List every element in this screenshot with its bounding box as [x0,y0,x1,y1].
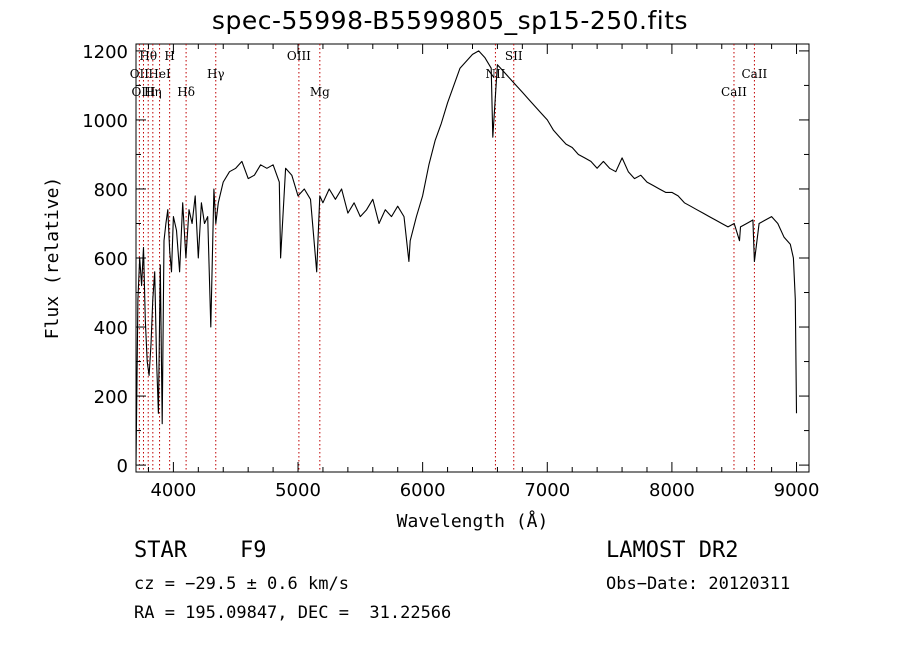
spectral-line-label: Hη [144,85,162,99]
y-tick-label: 800 [94,180,128,201]
spectral-line-label: CaII [741,67,767,81]
spectral-line-label: OIII [131,85,155,99]
spectral-line-label: H [164,49,174,63]
spectral-line-label: Mg [310,85,330,99]
spectral-line-label: OIII [287,49,311,63]
spectral-line-label: Hδ [177,85,195,99]
spectral-line-label: HeI [148,67,171,81]
y-axis-label: Flux (relative) [42,177,63,340]
x-tick-label: 7000 [524,480,570,501]
spectral-line-label: OII [130,67,150,81]
x-tick-label: 9000 [774,480,820,501]
spectral-line-label: CaII [721,85,747,99]
x-tick-label: 5000 [275,480,321,501]
plot-frame [135,43,810,473]
object-type: STAR [134,538,187,563]
x-tick-label: 8000 [649,480,695,501]
y-tick-label: 1000 [82,111,128,132]
survey-name: LAMOST DR2 [606,538,739,563]
coordinates: RA = 195.09847, DEC = 31.22566 [134,603,452,623]
spectrum-line [135,50,798,466]
x-tick-label: 6000 [400,480,446,501]
y-tick-label: 1200 [82,42,128,63]
chart-title: spec-55998-B5599805_sp15-250.fits [211,6,689,35]
x-tick-label: 4000 [150,480,196,501]
spectral-line-label: Hγ [207,67,225,81]
y-tick-label: 600 [94,249,128,270]
y-tick-label: 200 [94,387,128,408]
obs-date: Obs−Date: 20120311 [606,574,791,594]
x-axis-label: Wavelength (Å) [397,510,549,532]
spectral-line-label: NII [485,67,505,81]
y-tick-label: 400 [94,318,128,339]
spectral-line-label: SII [505,49,523,63]
subclass: F9 [240,538,267,563]
redshift-cz: cz = −29.5 ± 0.6 km/s [134,574,349,594]
y-tick-label: 0 [117,456,128,477]
